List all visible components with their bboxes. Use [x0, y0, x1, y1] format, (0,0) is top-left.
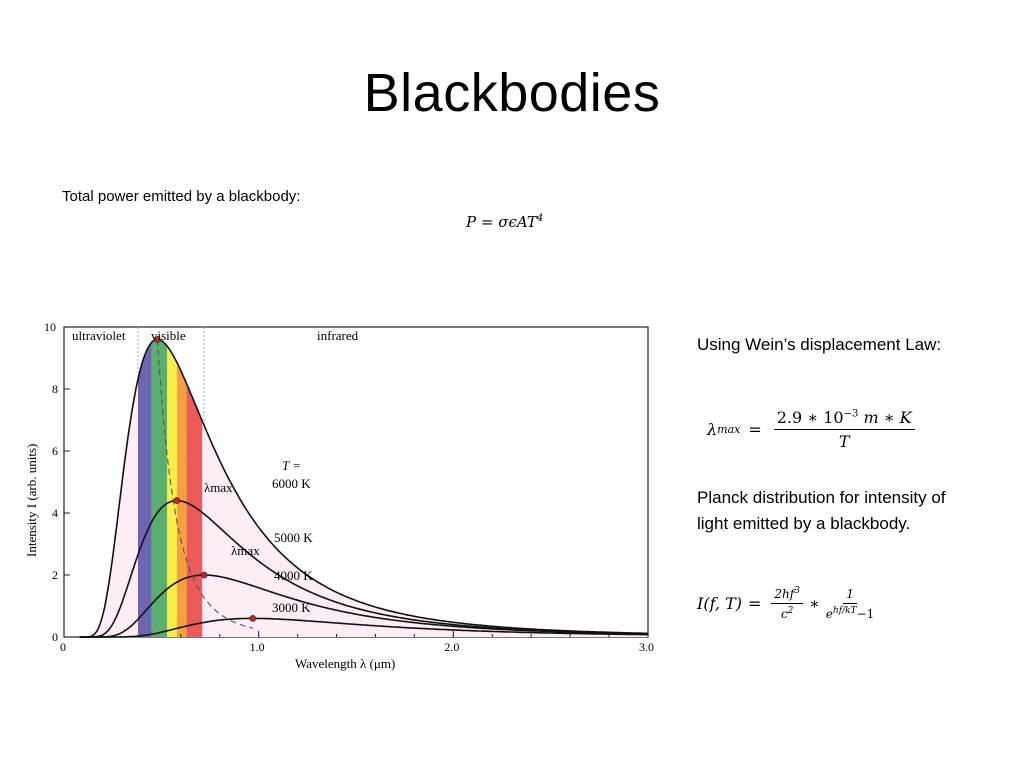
blackbody-chart: ultraviolet visible infrared T = 6000 K 5… [24, 322, 654, 671]
planck-frac1-den-base: c [780, 607, 788, 621]
axis-ticks: 0 1.0 2.0 3.0 0 2 4 6 8 10 [44, 322, 654, 654]
wien-formula: λ max = 2.9 ∗ 10−3 m ∗ K T [707, 408, 919, 451]
temperature-label: 5000 K [274, 530, 313, 545]
wien-num-value: 2.9 ∗ 10 [776, 408, 844, 427]
formula-lhs: P [466, 213, 477, 231]
wien-fraction: 2.9 ∗ 10−3 m ∗ K T [773, 408, 915, 451]
wien-denominator: T [838, 432, 850, 451]
planck-fraction-2: 1 ehf/kT−1 [826, 587, 874, 621]
curve-4000k [79, 574, 648, 638]
peak-marker-6000k [154, 336, 161, 343]
power-formula: P = σϵAT4 [466, 206, 543, 235]
peak-marker-4000k [200, 571, 208, 579]
spectrum-band-orange [176, 362, 187, 637]
planck-lhs: I(f, T) [697, 594, 742, 613]
spectrum-band-green [151, 339, 168, 637]
spectrum-band-red [186, 383, 203, 637]
x-tick-label: 3.0 [639, 640, 654, 654]
x-tick-label: 1.0 [250, 640, 265, 654]
y-tick-label: 0 [52, 630, 58, 644]
formula-exponent: 4 [536, 213, 544, 224]
intro-text: Total power emitted by a blackbody: [62, 188, 301, 205]
wien-num-exponent: −3 [843, 408, 859, 420]
planck-frac2-den-rest: −1 [856, 606, 875, 621]
y-axis-label: Intensity I (arb. units) [24, 444, 39, 557]
curve-3000k [79, 617, 648, 638]
peak-marker-layer [154, 336, 257, 622]
y-tick-label: 10 [44, 322, 56, 334]
temperature-labels: 6000 K 5000 K 4000 K 3000 K [272, 476, 313, 615]
planck-frac1-den: c2 [781, 604, 793, 621]
planck-frac1-num: 2hf3 [771, 586, 803, 604]
temperature-label: 3000 K [272, 600, 311, 615]
planck-frac1-den-exp: 2 [787, 606, 794, 616]
planck-frac1-num-exp: 3 [794, 586, 800, 596]
region-label-uv: ultraviolet [72, 328, 126, 343]
wien-numerator: 2.9 ∗ 10−3 m ∗ K [773, 408, 915, 430]
planck-text: Planck distribution for intensity of lig… [697, 488, 946, 533]
curve-fill-layer [79, 339, 648, 637]
planck-frac2-den-base: e [825, 606, 833, 621]
area-under-curve [79, 339, 648, 637]
x-tick-label: 2.0 [444, 640, 459, 654]
wien-peak-locus [156, 339, 253, 629]
wien-law-text: Using Wein’s displacement Law: [697, 335, 942, 354]
planck-frac2-den: ehf/kT−1 [826, 604, 874, 621]
temperature-label-header: T = [282, 458, 301, 473]
curve-layer [79, 338, 648, 638]
wien-num-units: m ∗ K [858, 408, 912, 427]
temperature-label: 6000 K [272, 476, 311, 491]
spectrum-band-violet [137, 342, 152, 637]
wien-eq: = [748, 420, 762, 439]
peak-marker-5000k [173, 497, 181, 504]
planck-eq: = [748, 594, 762, 613]
formula-rhs: σϵAT [498, 213, 537, 231]
temperature-label: 4000 K [274, 568, 313, 583]
slide-title: Blackbodies [363, 63, 661, 123]
planck-times: ∗ [808, 594, 820, 613]
planck-formula: I(f, T) = 2hf3 c2 ∗ 1 ehf/kT−1 [697, 586, 878, 621]
region-label-visible: visible [151, 328, 186, 343]
y-tick-label: 6 [52, 444, 58, 458]
x-tick-label: 0 [60, 640, 66, 654]
formula-eq: = [480, 213, 494, 231]
planck-fraction-1: 2hf3 c2 [771, 586, 803, 621]
wien-lhs: λ [707, 420, 718, 439]
lambda-max-label-2: λmax [231, 543, 260, 558]
planck-frac1-num-base: 2hf [774, 587, 795, 601]
y-tick-label: 8 [52, 382, 58, 396]
region-label-ir: infrared [317, 328, 359, 343]
y-tick-label: 4 [52, 506, 58, 520]
y-tick-label: 2 [52, 568, 58, 582]
x-axis-label: Wavelength λ (μm) [295, 656, 395, 671]
visible-spectrum-bands [137, 339, 203, 637]
wien-lhs-subscript: max [717, 423, 741, 436]
planck-frac2-num: 1 [843, 587, 857, 604]
planck-frac2-den-exp: hf/kT [832, 605, 857, 616]
lambda-max-label-1: λmax [204, 480, 233, 495]
curve-6000k [79, 338, 648, 638]
peak-marker-3000k [249, 615, 257, 622]
